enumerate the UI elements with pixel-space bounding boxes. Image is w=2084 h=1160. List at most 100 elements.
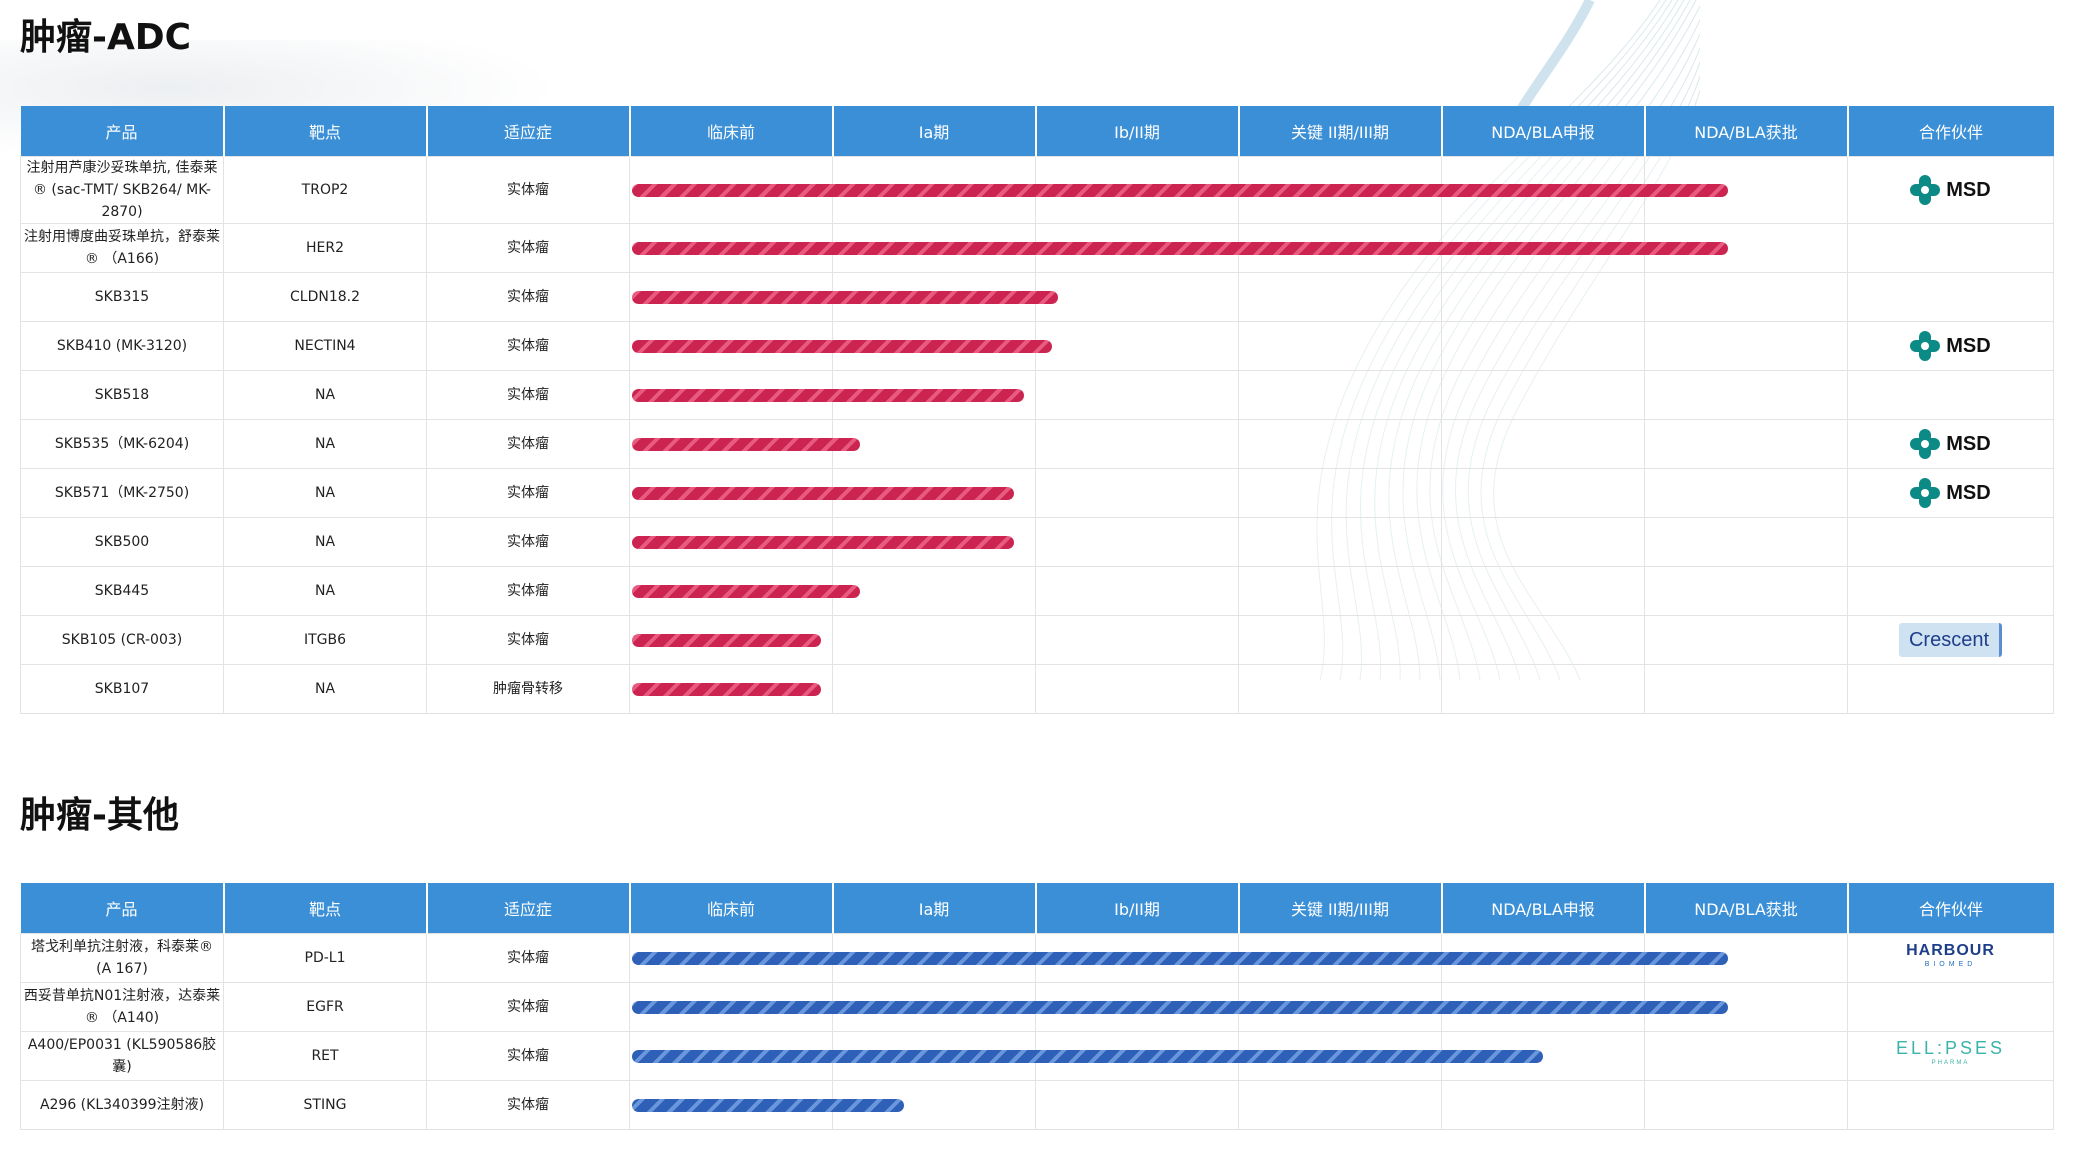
cell-product: SKB500 xyxy=(20,517,224,567)
cell-stage-3 xyxy=(1238,419,1442,469)
cell-indication: 实体瘤 xyxy=(426,982,630,1032)
cell-stage-0 xyxy=(629,468,1014,518)
table-row: 西妥昔单抗N01注射液，达泰莱 ® （A140) EGFR 实体瘤 xyxy=(20,982,2054,1032)
cell-stage-5 xyxy=(1644,615,1848,665)
table-row: A400/EP0031 (KL590586胶囊) RET 实体瘤 ELL:PSES PH… xyxy=(20,1031,2054,1081)
header-phase-1b-2: Ib/II期 xyxy=(1035,883,1240,934)
header-nda-bla-filing: NDA/BLA申报 xyxy=(1441,106,1646,157)
header-phase-1b-2: Ib/II期 xyxy=(1035,106,1240,157)
cell-indication: 实体瘤 xyxy=(426,370,630,420)
partner-logo-harbour: HARBOUR BIOMED xyxy=(1906,943,1995,972)
header-pivotal-phase-2-3: 关键 II期/III期 xyxy=(1238,883,1443,934)
cell-stage-4 xyxy=(1441,1080,1645,1130)
header-target: 靶点 xyxy=(223,883,428,934)
table-row: 塔戈利单抗注射液，科泰莱® (A 167) PD-L1 实体瘤 HARBOUR BIOM… xyxy=(20,933,2054,983)
table-row: SKB315 CLDN18.2 实体瘤 xyxy=(20,272,2054,322)
partner-logo-ellipses: ELL:PSES PHARMA xyxy=(1896,1039,2005,1070)
cell-stage-2 xyxy=(1035,370,1239,420)
cell-indication: 实体瘤 xyxy=(426,933,630,983)
header-product: 产品 xyxy=(20,883,225,934)
cell-target: NA xyxy=(223,664,427,714)
cell-target: NA xyxy=(223,517,427,567)
cell-indication: 肿瘤骨转移 xyxy=(426,664,630,714)
cell-indication: 实体瘤 xyxy=(426,272,630,322)
cell-stage-5 xyxy=(1644,1080,1848,1130)
cell-stage-2 xyxy=(1035,664,1239,714)
cell-stage-0 xyxy=(629,566,860,616)
section-title-adc: 肿瘤-ADC xyxy=(20,17,192,58)
cell-product: SKB445 xyxy=(20,566,224,616)
partner-logo-msd: MSD xyxy=(1910,478,1991,508)
cell-product: A296 (KL340399注射液) xyxy=(20,1080,224,1130)
progress-bar xyxy=(632,952,1728,965)
cell-partner xyxy=(1847,982,2054,1032)
cell-product: 西妥昔单抗N01注射液，达泰莱 ® （A140) xyxy=(20,982,224,1032)
progress-bar xyxy=(632,184,1728,197)
cell-indication: 实体瘤 xyxy=(426,321,630,371)
partner-logo-msd: MSD xyxy=(1910,175,1991,205)
cell-stage-0 xyxy=(629,223,1728,273)
partner-name: HARBOUR xyxy=(1906,942,1995,959)
cell-stage-4 xyxy=(1441,468,1645,518)
cell-target: TROP2 xyxy=(223,156,427,224)
cell-stage-4 xyxy=(1441,419,1645,469)
cell-stage-2 xyxy=(1035,517,1239,567)
progress-bar xyxy=(632,389,1024,402)
cell-stage-5 xyxy=(1644,419,1848,469)
header-preclinical: 临床前 xyxy=(629,883,834,934)
cell-target: NA xyxy=(223,468,427,518)
table-row: SKB500 NA 实体瘤 xyxy=(20,517,2054,567)
cell-product: 注射用芦康沙妥珠单抗, 佳泰莱® (sac-TMT/ SKB264/ MK-28… xyxy=(20,156,224,224)
table-row: SKB105 (CR-003) ITGB6 实体瘤 Crescent xyxy=(20,615,2054,665)
cell-stage-3 xyxy=(1238,468,1442,518)
cell-target: NA xyxy=(223,419,427,469)
table-header-row: 产品 靶点 适应症 临床前 Ia期 Ib/II期 关键 II期/III期 NDA… xyxy=(20,106,2054,157)
cell-target: CLDN18.2 xyxy=(223,272,427,322)
cell-stage-2 xyxy=(1035,468,1239,518)
cell-indication: 实体瘤 xyxy=(426,517,630,567)
partner-subname: BIOMED xyxy=(1924,961,1977,968)
cell-stage-5 xyxy=(1644,370,1848,420)
cell-stage-0 xyxy=(629,321,1052,371)
cell-product: SKB535（MK-6204) xyxy=(20,419,224,469)
cell-partner: MSD xyxy=(1847,468,2054,518)
partner-logo-msd: MSD xyxy=(1910,429,1991,459)
cell-stage-4 xyxy=(1441,664,1645,714)
cell-stage-3 xyxy=(1238,664,1442,714)
header-indication: 适应症 xyxy=(426,106,631,157)
msd-cross-icon xyxy=(1910,175,1941,205)
progress-bar xyxy=(632,291,1058,304)
progress-bar xyxy=(632,438,860,451)
table-row: SKB410 (MK-3120) NECTIN4 实体瘤 MSD xyxy=(20,321,2054,371)
table-row: 注射用芦康沙妥珠单抗, 佳泰莱® (sac-TMT/ SKB264/ MK-28… xyxy=(20,156,2054,224)
cell-stage-3 xyxy=(1238,615,1442,665)
header-partner: 合作伙伴 xyxy=(1847,106,2054,157)
cell-stage-2 xyxy=(1035,615,1239,665)
cell-stage-0 xyxy=(629,156,1728,224)
cell-stage-4 xyxy=(1441,272,1645,322)
progress-bar xyxy=(632,242,1728,255)
cell-target: NA xyxy=(223,370,427,420)
partner-name: MSD xyxy=(1946,335,1991,357)
pipeline-table-oncology-other: 产品 靶点 适应症 临床前 Ia期 Ib/II期 关键 II期/III期 NDA… xyxy=(20,883,2054,1130)
header-phase-1a: Ia期 xyxy=(832,883,1037,934)
partner-name: MSD xyxy=(1946,433,1991,455)
cell-product: SKB410 (MK-3120) xyxy=(20,321,224,371)
msd-cross-icon xyxy=(1910,331,1941,361)
header-nda-bla-approval: NDA/BLA获批 xyxy=(1644,883,1849,934)
pipeline-table-adc: 产品 靶点 适应症 临床前 Ia期 Ib/II期 关键 II期/III期 NDA… xyxy=(20,106,2054,714)
header-nda-bla-filing: NDA/BLA申报 xyxy=(1441,883,1646,934)
partner-name: MSD xyxy=(1946,482,1991,504)
cell-stage-4 xyxy=(1441,321,1645,371)
partner-logo-msd: MSD xyxy=(1910,331,1991,361)
cell-target: EGFR xyxy=(223,982,427,1032)
table-row: SKB518 NA 实体瘤 xyxy=(20,370,2054,420)
header-product: 产品 xyxy=(20,106,225,157)
cell-stage-3 xyxy=(1238,566,1442,616)
cell-partner: MSD xyxy=(1847,321,2054,371)
cell-stage-5 xyxy=(1644,566,1848,616)
cell-target: HER2 xyxy=(223,223,427,273)
cell-partner: HARBOUR BIOMED xyxy=(1847,933,2054,983)
cell-stage-4 xyxy=(1441,566,1645,616)
table-row: SKB107 NA 肿瘤骨转移 xyxy=(20,664,2054,714)
